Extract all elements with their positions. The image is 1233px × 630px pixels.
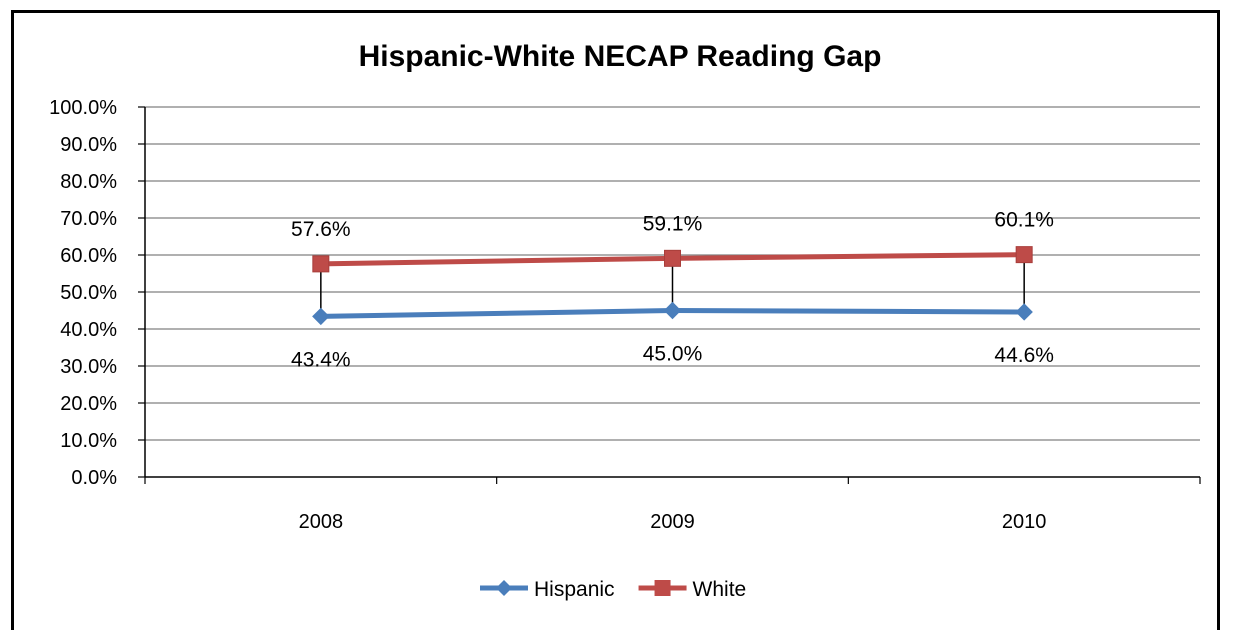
data-label-hispanic: 44.6% bbox=[994, 344, 1054, 367]
data-labels: 57.6% 59.1% 60.1% 43.4% 45.0% 44.6% bbox=[291, 209, 1054, 372]
gridlines bbox=[138, 106, 1201, 484]
data-label-white: 60.1% bbox=[994, 209, 1054, 232]
chart-frame bbox=[11, 10, 1220, 630]
x-tick-label: 2008 bbox=[299, 511, 344, 533]
y-tick-label: 40.0% bbox=[60, 319, 117, 341]
y-tick-label: 80.0% bbox=[60, 171, 117, 193]
point-hispanic bbox=[663, 301, 682, 320]
legend-label-white: White bbox=[693, 578, 747, 601]
data-label-white: 57.6% bbox=[291, 218, 351, 241]
x-axis-ticks: 2008 2009 2010 bbox=[299, 511, 1047, 533]
y-tick-label: 100.0% bbox=[49, 97, 117, 119]
chart-title: Hispanic-White NECAP Reading Gap bbox=[359, 40, 882, 73]
y-tick-label: 60.0% bbox=[60, 245, 117, 267]
legend-marker-hispanic bbox=[496, 580, 512, 596]
legend: Hispanic White bbox=[480, 578, 746, 601]
y-tick-label: 20.0% bbox=[60, 393, 117, 415]
y-tick-label: 70.0% bbox=[60, 208, 117, 230]
series-group bbox=[312, 246, 1033, 326]
y-tick-label: 30.0% bbox=[60, 356, 117, 378]
point-white bbox=[664, 249, 681, 267]
point-white bbox=[1015, 246, 1033, 264]
y-tick-label: 10.0% bbox=[60, 430, 117, 452]
x-tick-label: 2009 bbox=[650, 511, 695, 533]
point-white bbox=[312, 255, 330, 273]
legend-marker-white bbox=[654, 580, 671, 596]
data-label-hispanic: 43.4% bbox=[291, 348, 351, 371]
data-label-hispanic: 45.0% bbox=[643, 343, 703, 366]
y-tick-label: 90.0% bbox=[60, 134, 117, 156]
point-hispanic bbox=[1015, 303, 1033, 321]
point-hispanic bbox=[312, 307, 330, 326]
y-axis-ticks: 0.0% 10.0% 20.0% 30.0% 40.0% 50.0% 60.0% 70.0% 8… bbox=[49, 97, 117, 489]
data-label-white: 59.1% bbox=[643, 212, 703, 235]
y-tick-label: 0.0% bbox=[71, 467, 117, 489]
x-tick-label: 2010 bbox=[1002, 511, 1047, 533]
y-tick-label: 50.0% bbox=[60, 282, 117, 304]
legend-label-hispanic: Hispanic bbox=[534, 578, 615, 601]
